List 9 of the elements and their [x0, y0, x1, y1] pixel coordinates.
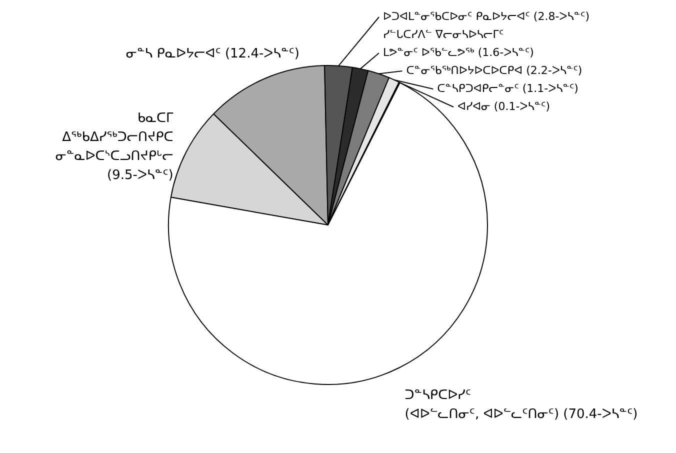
slice-label: ᐊᓯᐊᓂ (0.1-ᐳᓴᓐᑦ)	[458, 100, 550, 113]
slice-label: ᑐᓐᓴᑭᑕᐅᓯᑦ (ᐊᐅᓪᓚᑎᓂᑦ, ᐊᐅᓪᓚᑦᑎᓂᑦ) (70.4-ᐳᓴᓐᑦ)	[404, 388, 638, 422]
slice-label: ᑕᓐᓂᖃᖅᑎᐅᔭᐅᑕᐅᑕᑭᐊ (2.2-ᐳᓴᓐᑦ)	[406, 64, 582, 77]
slice-label: ᑲᓇᑕᒥ ᐃᖅᑲᐃᓯᖅᑐᓕᑎᔪᑭᑕ ᓂᓐᓇᐅᑕᔅᑕᓗᑎᔪᑭᒡᓕ	[55, 110, 174, 164]
slice-label: ᑕᓐᓴᑭᑐᐊᑭᓕᓐᓂᑦ (1.1-ᐳᓴᓐᑦ)	[437, 82, 578, 95]
slice-label: ᐅᑐᐊᒪᓐᓂᖃᑕᐅᓂᑦ ᑭᓇᐅᔭᓕᐊᑦ (2.8-ᐳᓴᓐᑦ)	[383, 10, 590, 23]
slice-label: ᓯᓪᒐᑕᓯᐱᓪ ᐁᓕᓂᓴᐅᓴᓕᒥᑦ ᒪᕗᓐᓂᑦ ᐅᖃᓪᓚᕗᖅ (1.6-ᐳᓴᓐᑦ)	[383, 28, 534, 59]
data-label: (9.5-ᐳᓴᓐᑦ)	[107, 168, 174, 183]
slice-label: ᓂᓐᓴ ᑭᓇᐅᔭᓕᐊᑦ (12.4-ᐳᓴᓐᑦ)	[126, 46, 300, 62]
